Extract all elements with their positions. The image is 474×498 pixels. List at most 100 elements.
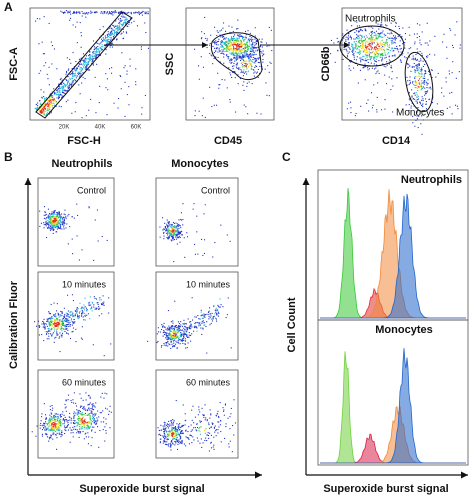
cell-dot [50,218,52,220]
cell-dot [256,39,258,41]
cell-dot [57,91,59,93]
cell-dot [56,420,58,422]
cell-dot [415,81,417,83]
cell-dot [171,429,173,431]
cell-dot [214,56,216,58]
cell-dot [96,417,98,419]
cell-dot [84,13,86,15]
cell-dot [43,100,45,102]
cell-dot [182,203,184,205]
cell-dot [54,422,56,424]
cell-dot [204,404,206,406]
cell-dot [222,306,224,308]
cell-dot [167,434,169,436]
cell-dot [459,44,461,46]
cell-dot [377,70,379,72]
cell-dot [181,339,183,341]
cell-dot [57,426,59,428]
cell-dot [254,66,256,68]
cell-dot [385,66,387,68]
cell-dot [368,58,370,60]
cell-dot [172,432,174,434]
cell-dot [115,20,117,22]
cell-dot [225,317,227,319]
cell-dot [268,71,270,73]
cell-dot [171,231,173,233]
cell-dot [378,36,380,38]
cell-dot [144,13,146,15]
cell-dot [90,412,92,414]
cell-dot [169,430,171,432]
cell-dot [67,294,69,296]
cell-dot [349,48,351,50]
cell-dot [105,73,107,75]
cell-dot [65,217,67,219]
cell-dot [249,54,251,56]
cell-dot [232,49,234,51]
cell-dot [119,26,121,28]
cell-dot [451,91,453,93]
cell-dot [212,63,214,65]
cell-dot [210,322,212,324]
cell-dot [400,51,402,53]
cell-dot [38,326,40,328]
cell-dot [157,427,159,429]
cell-dot [83,61,85,63]
cell-dot [350,107,352,109]
cell-dot [79,410,81,412]
cell-dot [54,99,56,101]
cell-dot [96,11,98,13]
cell-dot [57,325,59,327]
cell-dot [172,438,174,440]
cell-dot [65,418,67,420]
cell-dot [105,432,107,434]
cell-dot [166,219,168,221]
cell-dot [53,229,55,231]
cell-dot [217,51,219,53]
cell-dot [97,240,99,242]
cell-dot [180,227,182,229]
cell-dot [200,324,202,326]
cell-dot [176,336,178,338]
cell-dot [170,432,172,434]
cell-dot [87,13,89,15]
cell-dot [214,41,216,43]
cell-dot [74,111,76,113]
cell-dot [221,44,223,46]
cell-dot [208,424,210,426]
cell-dot [201,31,203,33]
cell-dot [199,426,201,428]
cell-dot [370,45,372,47]
cell-dot [393,50,395,52]
cell-dot [194,253,196,255]
cell-dot [215,309,217,311]
cell-dot [360,50,362,52]
cell-dot [68,319,70,321]
cell-dot [251,66,253,68]
cell-dot [399,59,401,61]
cell-dot [213,448,215,450]
cell-dot [172,424,174,426]
cell-dot [93,413,95,415]
cell-dot [416,102,418,104]
cell-dot [417,63,419,65]
cell-dot [376,51,378,53]
cell-dot [173,345,175,347]
cell-dot [91,429,93,431]
cell-dot [112,11,114,13]
cell-dot [54,416,56,418]
cell-dot [99,54,101,56]
cell-dot [214,242,216,244]
cell-dot [418,83,420,85]
cell-dot [265,42,267,44]
cell-dot [181,443,183,445]
cell-dot [418,73,420,75]
cell-dot [112,33,114,35]
cell-dot [209,86,211,88]
cell-dot [391,67,393,69]
cell-dot [140,46,142,48]
cell-dot [230,74,232,76]
cell-dot [243,89,245,91]
cell-dot [44,327,46,329]
cell-dot [51,409,53,411]
